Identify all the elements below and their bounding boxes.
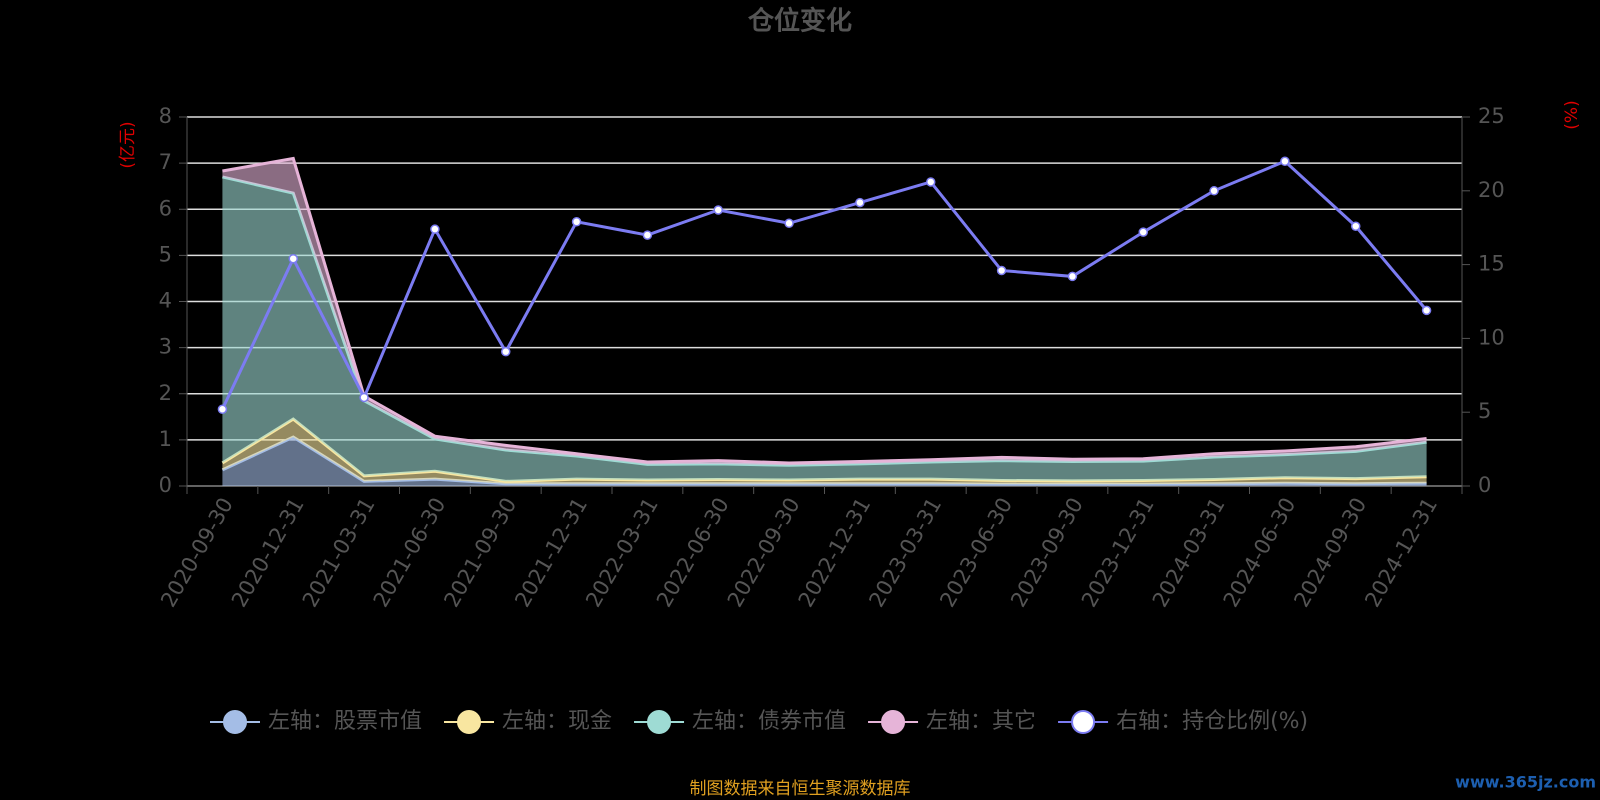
area-fill (222, 437, 1427, 486)
area-fill (222, 176, 1427, 482)
y-tick-label: 8 (159, 104, 172, 128)
point (288, 253, 298, 264)
y2-axis-label: (%) (1562, 100, 1582, 129)
x-tick-label: 2022-03-31 (581, 494, 663, 612)
y-axis-label: (亿元) (118, 121, 138, 168)
legend-icon (881, 710, 906, 734)
point (217, 404, 228, 414)
x-tick-label: 2023-06-30 (935, 494, 1017, 612)
legend-icon (647, 710, 672, 734)
point (855, 197, 865, 208)
y2-tick-label: 20 (1478, 178, 1505, 202)
y-tick-label: 6 (159, 196, 172, 220)
y2-tick-label: 0 (1478, 473, 1491, 497)
point (571, 217, 582, 227)
x-tick-label: 2020-12-31 (227, 494, 309, 612)
x-tick-label: 2020-09-30 (156, 494, 238, 612)
x-tick-label: 2023-09-30 (1006, 494, 1088, 612)
watermark: www.365jz.com (1455, 773, 1596, 792)
area-line (221, 417, 1427, 483)
y2-tick-label: 10 (1478, 325, 1505, 349)
x-tick-label: 2024-03-31 (1148, 494, 1230, 612)
x-tick-label: 2021-12-31 (510, 494, 592, 612)
y-tick-label: 4 (159, 289, 172, 313)
legend-label: 左轴：股票市值 (268, 709, 422, 734)
area-line (222, 156, 1427, 465)
point (1421, 305, 1432, 316)
x-tick-label: 2023-12-31 (1077, 494, 1159, 612)
x-tick-label: 2022-06-30 (652, 494, 734, 612)
x-tick-label: 2021-03-31 (298, 494, 380, 612)
legend-label: 左轴：现金 (502, 709, 612, 734)
line (221, 159, 1428, 410)
x-tick-label: 2021-06-30 (369, 494, 451, 612)
x-tick-label: 2021-09-30 (439, 494, 521, 612)
point (642, 230, 653, 240)
legend-label: 左轴：其它 (926, 709, 1036, 734)
y2-tick-label: 5 (1478, 399, 1491, 423)
x-tick-label: 2023-03-31 (864, 494, 946, 612)
source-note: 制图数据来自恒生聚源数据库 (690, 779, 911, 799)
y-tick-label: 7 (159, 150, 172, 174)
y-tick-label: 1 (159, 427, 172, 451)
point (359, 392, 369, 403)
point (501, 346, 511, 357)
chart-title: 仓位变化 (747, 6, 852, 37)
y-tick-label: 5 (159, 242, 172, 266)
legend-icon (223, 710, 247, 734)
y2-tick-label: 25 (1478, 104, 1505, 128)
y-tick-label: 0 (159, 473, 172, 497)
point (926, 177, 936, 187)
y-tick-label: 3 (159, 335, 172, 359)
legend-icon (1071, 710, 1096, 734)
point (1280, 156, 1290, 167)
point (713, 205, 723, 215)
x-tick-label: 2024-09-30 (1289, 494, 1371, 612)
legend-label: 左轴：债券市值 (692, 709, 846, 734)
point (1138, 227, 1148, 237)
point (430, 224, 440, 234)
y2-tick-label: 15 (1478, 252, 1505, 276)
x-tick-label: 2024-12-31 (1360, 494, 1442, 612)
legend-icon (457, 710, 482, 734)
x-tick-label: 2022-12-31 (794, 494, 876, 612)
point (1351, 221, 1361, 231)
point (1067, 271, 1078, 282)
x-tick-label: 2022-09-30 (723, 494, 805, 612)
point (996, 265, 1007, 276)
x-tick-label: 2024-06-30 (1219, 494, 1301, 612)
point (1209, 186, 1219, 196)
legend-label: 右轴：持仓比例(%) (1116, 709, 1308, 734)
area-line (222, 175, 1427, 467)
point (784, 218, 794, 229)
y-tick-label: 2 (159, 381, 172, 405)
